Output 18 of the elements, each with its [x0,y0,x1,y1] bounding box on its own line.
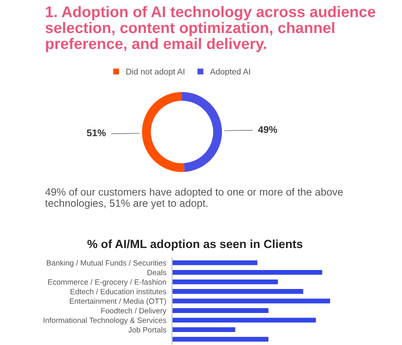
text: 49% of our customers have adopted to one or more of the above technologies, 51% are yet to adopt. [45,188,343,209]
bar [172,336,268,342]
bar [172,318,316,322]
bar [172,270,322,275]
legend-label: Adopted AI [210,68,250,76]
bar [172,260,258,266]
data-label: 49% [258,126,278,133]
bar [172,308,268,313]
bar [172,280,278,284]
bar [172,327,236,332]
data-label: 51% [86,129,106,136]
chart-title: 1. Adoption of AI technology across audience selection, content optimization, channel preference, and email delivery. [46,6,376,52]
donut-slice [142,92,185,172]
chart-title: % of AI/ML adoption as seen in Clients [87,240,302,251]
donut-slice [182,92,222,172]
bar [172,298,330,304]
bar [172,289,304,294]
legend-label: Did not adopt AI [126,68,184,76]
